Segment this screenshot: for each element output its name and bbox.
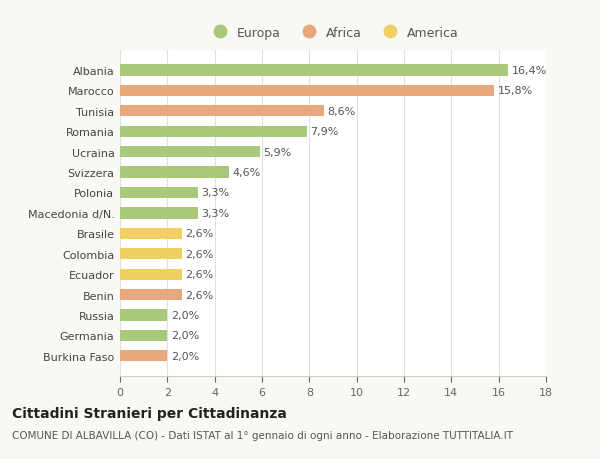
Bar	[120, 350, 167, 362]
Text: 2,0%: 2,0%	[171, 330, 199, 341]
Text: 16,4%: 16,4%	[512, 66, 547, 76]
Text: 15,8%: 15,8%	[497, 86, 533, 96]
Bar	[120, 106, 323, 117]
Bar	[120, 228, 182, 240]
Text: 3,3%: 3,3%	[202, 188, 230, 198]
Bar	[120, 65, 508, 77]
Text: 4,6%: 4,6%	[232, 168, 260, 178]
Text: Cittadini Stranieri per Cittadinanza: Cittadini Stranieri per Cittadinanza	[12, 406, 287, 420]
Bar	[120, 269, 182, 280]
Bar	[120, 289, 182, 301]
Text: 2,6%: 2,6%	[185, 269, 214, 280]
Text: 2,6%: 2,6%	[185, 290, 214, 300]
Text: COMUNE DI ALBAVILLA (CO) - Dati ISTAT al 1° gennaio di ogni anno - Elaborazione : COMUNE DI ALBAVILLA (CO) - Dati ISTAT al…	[12, 431, 513, 441]
Bar	[120, 167, 229, 178]
Bar	[120, 310, 167, 321]
Text: 2,6%: 2,6%	[185, 249, 214, 259]
Text: 8,6%: 8,6%	[327, 106, 355, 117]
Bar	[120, 147, 260, 158]
Text: 5,9%: 5,9%	[263, 147, 292, 157]
Text: 7,9%: 7,9%	[311, 127, 339, 137]
Bar	[120, 249, 182, 260]
Bar	[120, 126, 307, 138]
Legend: Europa, Africa, America: Europa, Africa, America	[205, 24, 461, 42]
Text: 2,0%: 2,0%	[171, 310, 199, 320]
Text: 2,0%: 2,0%	[171, 351, 199, 361]
Bar	[120, 330, 167, 341]
Text: 3,3%: 3,3%	[202, 208, 230, 218]
Bar	[120, 187, 198, 199]
Bar	[120, 208, 198, 219]
Text: 2,6%: 2,6%	[185, 229, 214, 239]
Bar	[120, 86, 494, 97]
